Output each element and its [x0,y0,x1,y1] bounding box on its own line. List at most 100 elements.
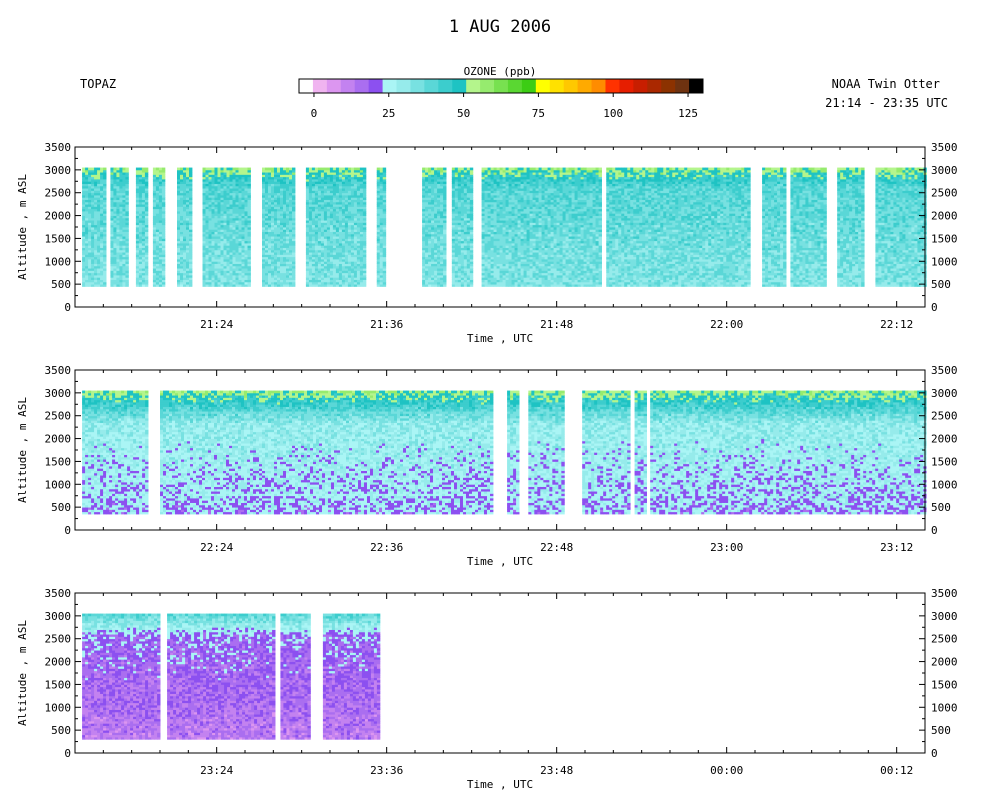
curtain-cell [162,241,165,244]
curtain-cell [97,241,100,244]
curtain-cell [139,248,142,251]
curtain-cell [103,222,106,225]
curtain-cell [113,193,116,196]
curtain-cell [97,232,100,235]
curtain-cell [119,243,122,246]
curtain-cell [100,190,103,193]
curtain-cell [113,245,116,248]
curtain-cell [153,184,156,187]
curtain-cell [156,206,159,209]
curtain-cell [94,200,97,203]
curtain-cell [145,252,148,255]
curtain-cell [91,209,94,212]
curtain-cell [110,236,113,239]
curtain-cell [116,277,119,280]
curtain-cell [125,225,128,228]
curtain-cell [153,232,156,235]
curtain-cell [153,250,156,253]
curtain-cell [125,241,128,244]
curtain-cell [116,216,119,219]
curtain-cell [113,252,116,255]
curtain-cell [85,200,88,203]
curtain-cell [113,211,116,214]
curtain-cell [136,181,139,184]
curtain-cell [136,209,139,212]
curtain-cell [113,190,116,193]
curtain-cell [162,206,165,209]
curtain-cell [122,200,125,203]
curtain-cell [139,193,142,196]
curtain-cell [110,254,113,257]
curtain-cell [94,184,97,187]
curtain-cell [162,238,165,241]
curtain-cell [103,270,106,273]
curtain-cell [116,280,119,283]
curtain-cell [100,264,103,267]
curtain-cell [159,268,162,271]
curtain-cell [110,268,113,271]
curtain-cell [94,277,97,280]
curtain-cell [110,200,113,203]
curtain-cell [125,197,128,200]
curtain-cell [100,172,103,175]
curtain-cell [162,213,165,216]
curtain-cell [153,234,156,237]
curtain-cell [100,170,103,173]
curtain-cell [136,204,139,207]
curtain-cell [113,264,116,267]
curtain-cell [156,204,159,207]
curtain-cell [136,193,139,196]
curtain-cell [100,257,103,260]
curtain-cell [91,250,94,253]
curtain-cell [119,200,122,203]
curtain-cell [139,179,142,182]
curtain-cell [85,227,88,230]
curtain-cell [136,236,139,239]
curtain-cell [110,261,113,264]
curtain-cell [116,245,119,248]
curtain-cell [153,195,156,198]
curtain-cell [119,216,122,219]
curtain-cell [159,236,162,239]
curtain-cell [145,264,148,267]
curtain-cell [82,264,85,267]
curtain-cell [139,245,142,248]
curtain-cell [136,234,139,237]
curtain-cell [153,197,156,200]
curtain-cell [162,177,165,180]
curtain-cell [113,241,116,244]
colorbar-swatch [647,79,661,93]
curtain-cell [122,186,125,189]
curtain-cell [119,284,122,287]
curtain-cell [153,225,156,228]
curtain-cell [82,197,85,200]
curtain-cell [125,250,128,253]
curtain-cell [139,280,142,283]
curtain-cell [91,220,94,223]
curtain-cell [136,170,139,173]
curtain-cell [125,174,128,177]
aircraft-label: NOAA Twin Otter [832,77,940,91]
curtain-cell [177,241,180,244]
curtain-cell [85,238,88,241]
curtain-cell [116,252,119,255]
curtain-cell [136,184,139,187]
curtain-cell [103,268,106,271]
curtain-cell [82,250,85,253]
curtain-cell [153,280,156,283]
curtain-cell [116,229,119,232]
curtain-cell [113,179,116,182]
curtain-cell [153,177,156,180]
curtain-cell [113,229,116,232]
curtain-cell [94,211,97,214]
curtain-cell [162,261,165,264]
curtain-cell [142,218,145,221]
curtain-cell [122,222,125,225]
curtain-cell [85,186,88,189]
curtain-cell [97,211,100,214]
curtain-cell [139,243,142,246]
curtain-cell [103,254,106,257]
curtain-cell [100,216,103,219]
curtain-cell [122,241,125,244]
curtain-cell [116,273,119,276]
